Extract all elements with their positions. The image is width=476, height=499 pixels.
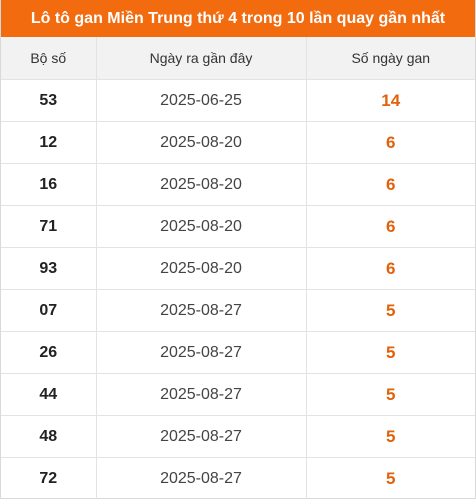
cell-number: 16 [1,163,97,206]
cell-last-date: 2025-08-20 [96,163,307,206]
table-row: 71 2025-08-20 6 [1,205,475,248]
cell-number: 93 [1,247,97,290]
table-row: 26 2025-08-27 5 [1,331,475,374]
table-row: 48 2025-08-27 5 [1,415,475,458]
cell-days-gap: 5 [386,468,396,488]
cell-number: 53 [1,79,97,122]
cell-days-gap: 6 [306,247,475,290]
table-row: 07 2025-08-27 5 [1,289,475,332]
cell-days-gap: 14 [306,79,475,122]
cell-last-date: 2025-06-25 [96,79,307,122]
table-row: 16 2025-08-20 6 [1,163,475,206]
table-row: 44 2025-08-27 5 [1,373,475,416]
lo-gan-table: Bộ số Ngày ra gần đây Số ngày gan 53 202… [1,37,475,499]
column-header-last-date: Ngày ra gần đây [96,37,307,80]
cell-last-date: 2025-08-27 [96,457,307,499]
cell-days-gap: 5 [306,415,475,458]
column-header-number: Bộ số [1,37,97,80]
cell-last-date: 2025-08-20 [96,247,307,290]
cell-number: 12 [1,121,97,164]
cell-days-gap: 6 [306,205,475,248]
table-row: 53 2025-06-25 14 [1,79,475,122]
table-row: 93 2025-08-20 6 [1,247,475,290]
cell-last-date: 2025-08-20 [96,205,307,248]
cell-number: 72 [1,457,97,499]
cell-last-date: 2025-08-27 [96,289,307,332]
cell-last-date: 2025-08-20 [96,121,307,164]
cell-number: 26 [1,331,97,374]
cell-number: 71 [1,205,97,248]
cell-days-gap: 5 [306,373,475,416]
panel-title: Lô tô gan Miền Trung thứ 4 trong 10 lần … [1,0,475,37]
table-header-row: Bộ số Ngày ra gần đây Số ngày gan [1,37,475,80]
cell-days-gap: 5 [306,331,475,374]
cell-number: 48 [1,415,97,458]
cell-number: 07 [1,289,97,332]
cell-days-gap: 6 [306,163,475,206]
column-header-days-gap: Số ngày gan [306,37,475,80]
table-row: 72 2025-08-27 5 [1,457,475,499]
cell-last-date: 2025-08-27 [96,373,307,416]
cell-days-gap: 6 [306,121,475,164]
cell-last-date: 2025-08-27 [96,415,307,458]
cell-last-date: 2025-08-27 [96,331,307,374]
cell-number: 44 [1,373,97,416]
table-row: 12 2025-08-20 6 [1,121,475,164]
cell-days-gap: 5 [306,289,475,332]
